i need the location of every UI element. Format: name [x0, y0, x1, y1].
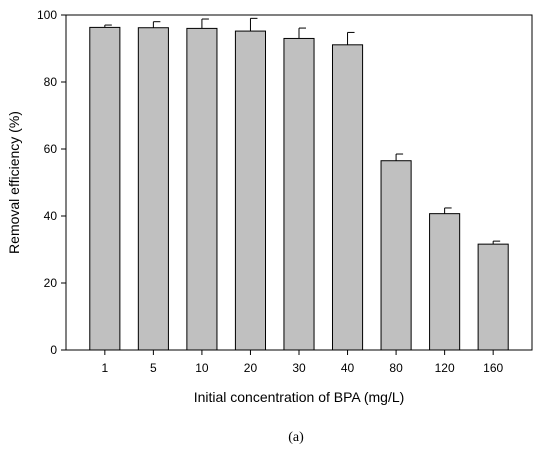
- y-axis: 0 20 40 60 80 100: [37, 8, 66, 357]
- x-tick-label: 80: [389, 361, 403, 375]
- x-axis: 1 5 10 20 30 40 80 120 160: [101, 350, 503, 375]
- x-tick-label: 20: [244, 361, 258, 375]
- error-bars-layer: [104, 17, 501, 245]
- x-tick-label: 1: [101, 361, 108, 375]
- bar-80: [380, 160, 412, 351]
- y-tick-label: 100: [37, 8, 57, 22]
- bar-20: [234, 30, 267, 351]
- x-tick-label: 30: [292, 361, 306, 375]
- bar-10: [186, 27, 218, 351]
- y-tick-label: 60: [44, 142, 58, 156]
- x-axis-label: Initial concentration of BPA (mg/L): [194, 389, 405, 405]
- bar-40: [331, 44, 364, 351]
- bar-1: [89, 26, 121, 351]
- bar-30: [283, 37, 315, 351]
- x-tick-label: 120: [435, 361, 455, 375]
- y-tick-label: 40: [44, 209, 58, 223]
- x-tick-label: 40: [341, 361, 355, 375]
- y-tick-label: 0: [50, 343, 57, 357]
- y-axis-label: Removal efficiency (%): [6, 111, 22, 254]
- bar-120: [429, 213, 461, 351]
- x-tick-label: 160: [483, 361, 503, 375]
- panel-label: (a): [288, 430, 304, 445]
- x-tick-label: 5: [150, 361, 157, 375]
- y-tick-label: 80: [44, 75, 58, 89]
- bar-5: [137, 27, 169, 351]
- y-tick-label: 20: [44, 276, 58, 290]
- bar-160: [477, 243, 509, 351]
- bars-layer: [89, 26, 509, 351]
- x-tick-label: 10: [195, 361, 209, 375]
